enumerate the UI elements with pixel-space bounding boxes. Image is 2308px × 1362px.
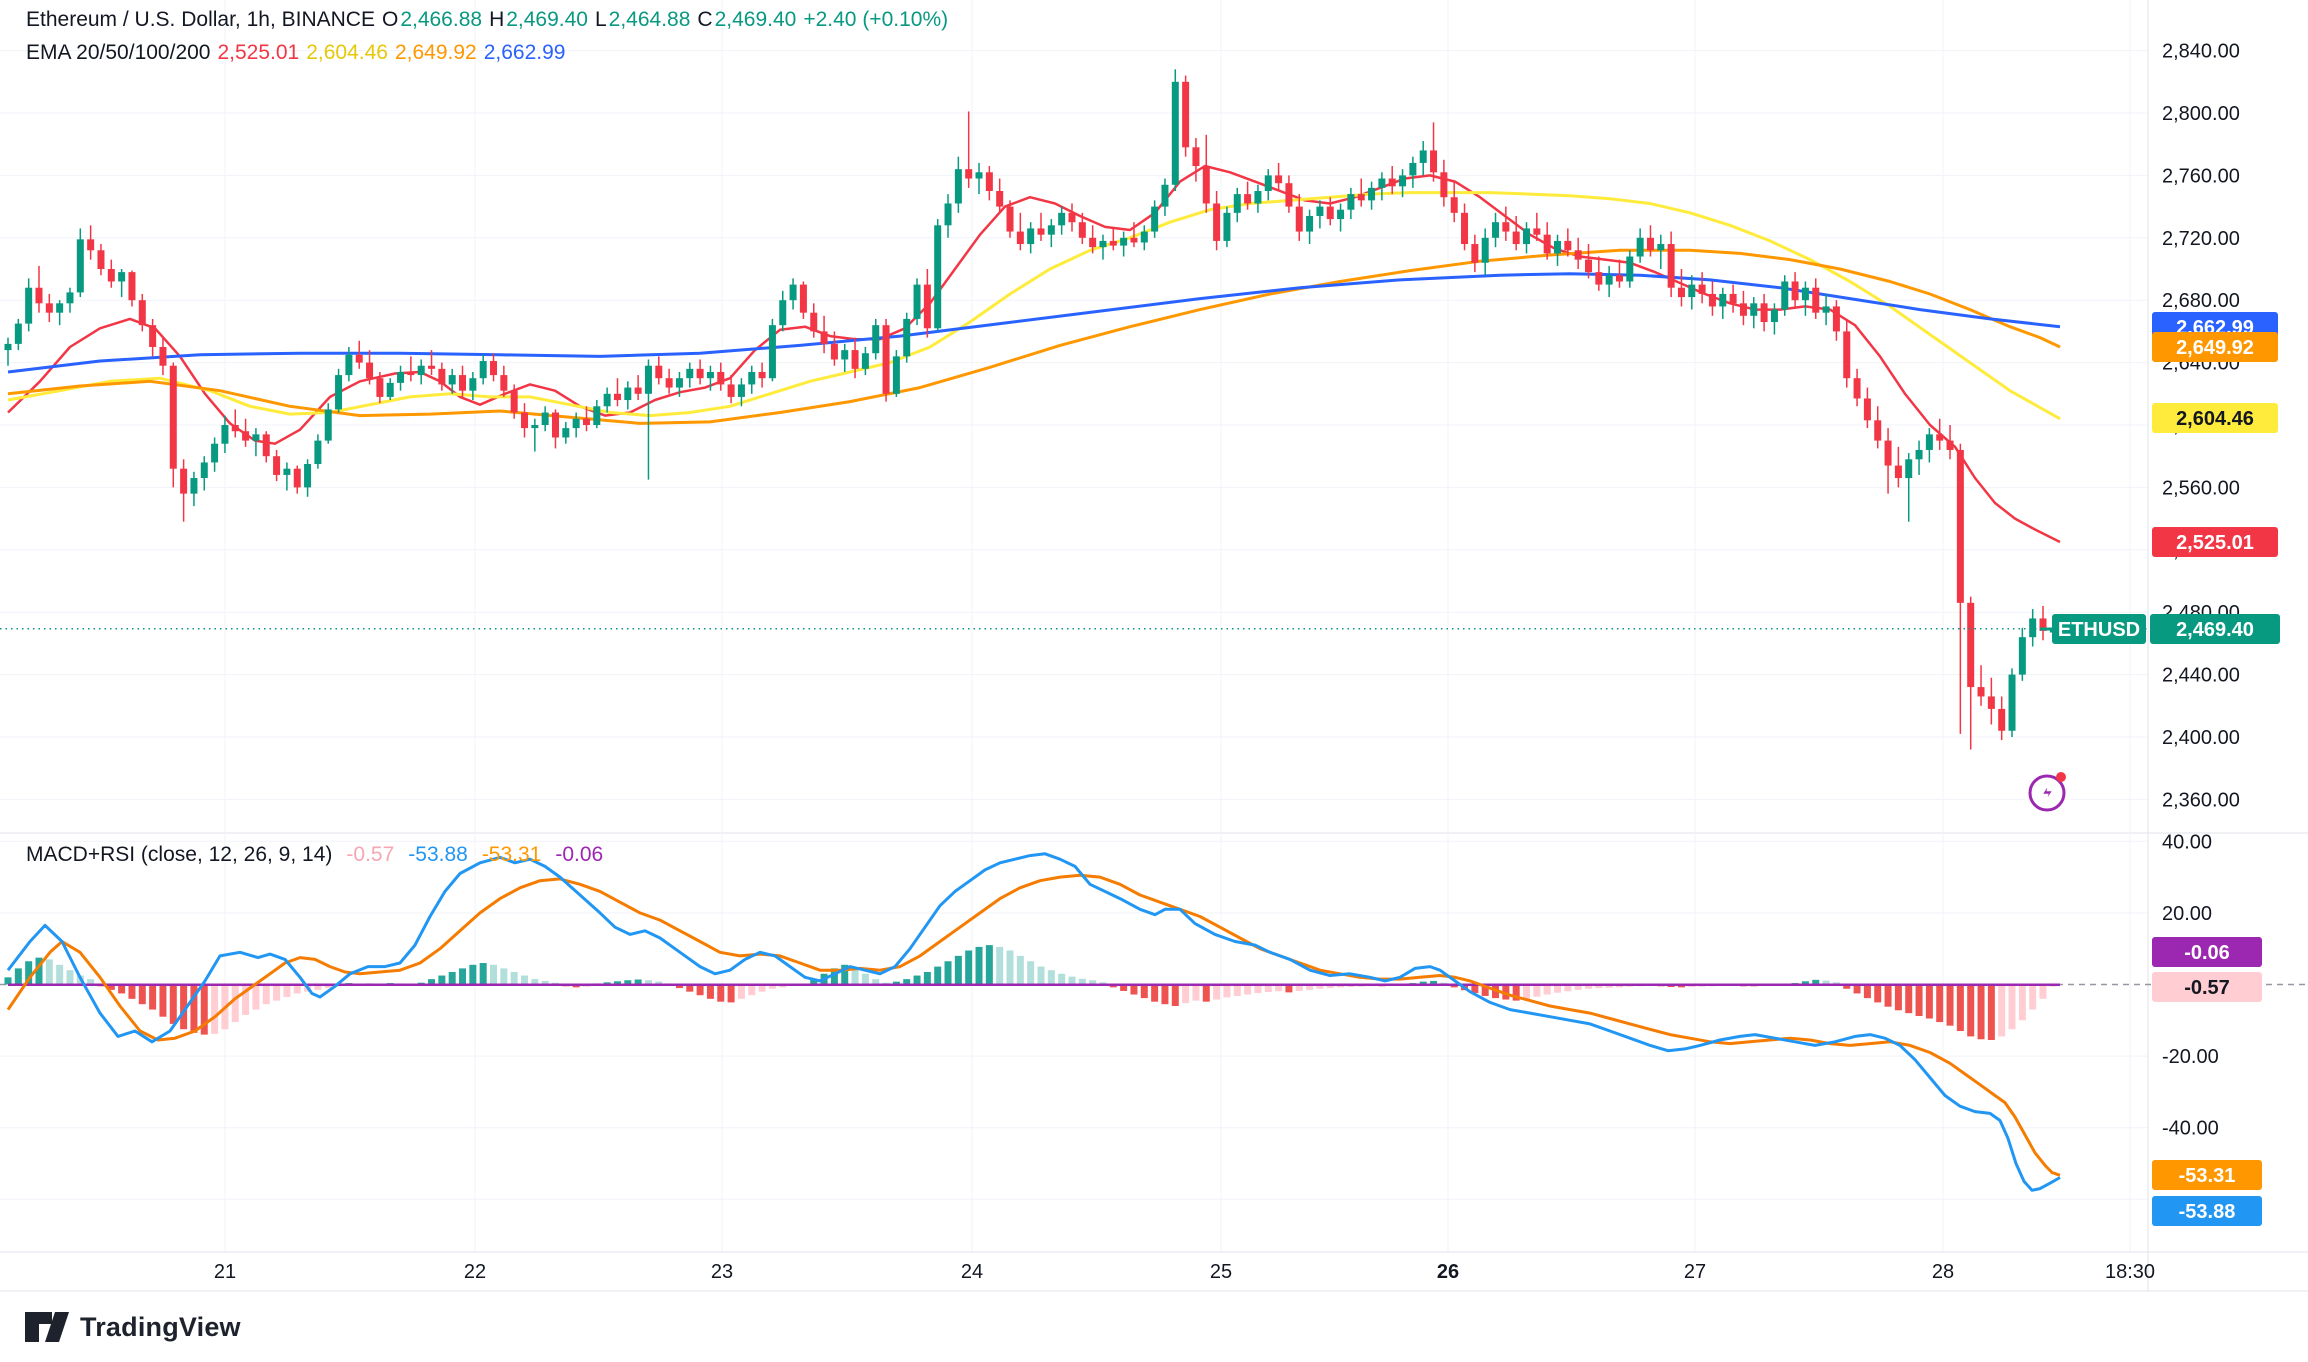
ohlc-high: H 2,469.40 — [489, 8, 588, 31]
ema50-line — [7, 191, 2061, 421]
macd-purple-value: -0.06 — [555, 843, 604, 866]
macd-hist-value: -0.57 — [346, 843, 395, 866]
ema-label[interactable]: EMA 20/50/100/200 — [26, 41, 211, 64]
svg-text:24: 24 — [961, 1261, 983, 1283]
macd-blue-value: -53.88 — [408, 843, 468, 866]
svg-text:27: 27 — [1684, 1261, 1706, 1283]
ema50-value: 2,604.46 — [306, 41, 388, 64]
fab-circle — [2028, 774, 2066, 812]
notification-dot — [2056, 772, 2066, 782]
price-change: +2.40 (+0.10%) — [803, 8, 949, 31]
svg-text:2,400.00: 2,400.00 — [2162, 727, 2240, 749]
svg-text:-0.57: -0.57 — [2184, 977, 2230, 999]
osc_orange-line — [6, 873, 2061, 1177]
svg-text:2,760.00: 2,760.00 — [2162, 165, 2240, 187]
tradingview-logo[interactable]: TradingView — [24, 1306, 241, 1348]
ohlc-open: O 2,466.88 — [381, 8, 483, 31]
svg-text:2,840.00: 2,840.00 — [2162, 41, 2240, 63]
svg-text:2,649.92: 2,649.92 — [2176, 337, 2254, 359]
ema20-line — [7, 164, 2061, 544]
svg-text:ETHUSD: ETHUSD — [2058, 619, 2140, 641]
svg-text:26: 26 — [1437, 1261, 1459, 1283]
tradingview-logo-icon — [25, 1312, 69, 1342]
macd-label[interactable]: MACD+RSI (close, 12, 26, 9, 14) — [26, 843, 333, 866]
ohlc-close: C 2,469.40 — [697, 8, 797, 31]
svg-text:2,604.46: 2,604.46 — [2176, 408, 2254, 430]
osc_blue-line — [6, 852, 2061, 1192]
svg-text:18:30: 18:30 — [2105, 1261, 2155, 1283]
svg-text:-20.00: -20.00 — [2162, 1046, 2219, 1068]
ema200-value: 2,662.99 — [483, 41, 566, 64]
svg-text:2,440.00: 2,440.00 — [2162, 665, 2240, 687]
svg-text:25: 25 — [1210, 1261, 1232, 1283]
svg-text:22: 22 — [464, 1261, 486, 1283]
svg-text:2,469.40: 2,469.40 — [2176, 619, 2254, 641]
svg-text:28: 28 — [1932, 1261, 1954, 1283]
symbol-header-row: Ethereum / U.S. Dollar, 1h, BINANCE O 2,4… — [26, 8, 948, 32]
ema-indicator-row: EMA 20/50/100/200 2,525.01 2,604.46 2,64… — [26, 41, 565, 65]
svg-text:2,680.00: 2,680.00 — [2162, 290, 2240, 312]
svg-text:2,800.00: 2,800.00 — [2162, 103, 2240, 125]
svg-text:40.00: 40.00 — [2162, 831, 2212, 853]
ema200-line — [7, 272, 2061, 374]
svg-text:-53.31: -53.31 — [2179, 1165, 2236, 1187]
tradingview-logo-text: TradingView — [80, 1311, 241, 1342]
time-axis-labels: 21 22 23 24 25 26 27 28 18:30 — [214, 1261, 2155, 1283]
ohlc-low: L 2,464.88 — [594, 8, 691, 31]
svg-text:2,560.00: 2,560.00 — [2162, 477, 2240, 499]
oscillator-lines — [6, 852, 2061, 1192]
symbol-title[interactable]: Ethereum / U.S. Dollar, 1h, BINANCE — [26, 8, 375, 31]
svg-text:23: 23 — [711, 1261, 733, 1283]
macd-indicator-row: MACD+RSI (close, 12, 26, 9, 14) -0.57 -5… — [26, 843, 603, 867]
indicator-axis-labels: 2,662.992,649.922,604.462,525.01-0.06-0.… — [2040, 312, 2280, 1226]
ema100-value: 2,649.92 — [394, 41, 477, 64]
grid-lines — [0, 0, 2308, 1292]
quick-trade-button[interactable] — [2024, 768, 2072, 816]
svg-text:2,720.00: 2,720.00 — [2162, 228, 2240, 250]
svg-text:-40.00: -40.00 — [2162, 1118, 2219, 1140]
svg-text:21: 21 — [214, 1261, 236, 1283]
candles — [4, 69, 2057, 750]
ema-lines — [7, 164, 2061, 544]
svg-text:2,525.01: 2,525.01 — [2176, 532, 2254, 554]
price-chart[interactable]: 2,840.00 2,800.00 2,760.00 2,720.00 2,680.00… — [0, 0, 2308, 1292]
macd-orange-value: -53.31 — [481, 843, 542, 866]
ema100-line — [7, 248, 2061, 425]
ema20-value: 2,525.01 — [217, 41, 300, 64]
lightning-icon — [2038, 780, 2057, 806]
svg-text:20.00: 20.00 — [2162, 903, 2212, 925]
svg-text:2,360.00: 2,360.00 — [2162, 789, 2240, 811]
svg-text:-0.06: -0.06 — [2184, 942, 2230, 964]
svg-text:-53.88: -53.88 — [2179, 1201, 2236, 1223]
